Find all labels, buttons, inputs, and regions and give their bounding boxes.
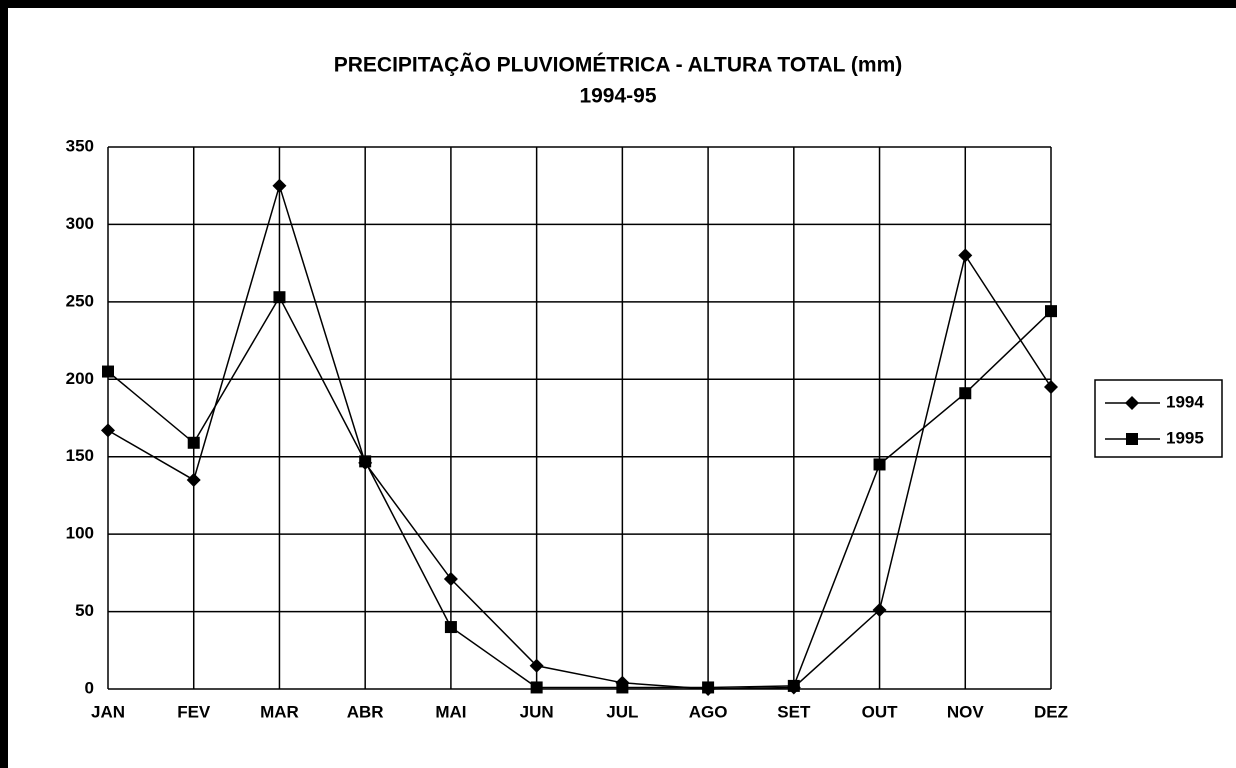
y-tick-label: 350 — [66, 136, 94, 155]
marker — [187, 436, 200, 449]
marker — [958, 248, 973, 263]
x-tick-label: JAN — [91, 702, 125, 721]
marker — [186, 472, 201, 487]
marker — [101, 423, 115, 438]
y-tick-label: 100 — [66, 524, 94, 543]
x-tick-label: JUN — [520, 702, 554, 721]
x-tick-label: SET — [777, 702, 811, 721]
marker — [359, 455, 372, 468]
marker — [1045, 305, 1057, 318]
x-tick-label: DEZ — [1034, 702, 1068, 721]
series-line — [107, 183, 1052, 690]
legend-label: 1994 — [1166, 392, 1204, 411]
chart-subtitle: 1994-95 — [579, 85, 656, 108]
marker — [529, 658, 544, 673]
marker — [616, 681, 629, 694]
series-line — [107, 295, 1052, 689]
x-tick-label: MAI — [435, 702, 466, 721]
legend-box — [1094, 379, 1223, 458]
x-tick-label: FEV — [177, 702, 211, 721]
legend-label: 1995 — [1166, 428, 1204, 447]
marker — [1126, 433, 1138, 445]
marker — [530, 681, 543, 694]
x-tick-label: AGO — [689, 702, 728, 721]
x-tick-label: ABR — [347, 702, 384, 721]
marker — [102, 365, 114, 378]
marker — [872, 603, 887, 618]
marker — [444, 621, 457, 634]
y-tick-label: 0 — [85, 678, 94, 697]
y-tick-label: 250 — [66, 291, 94, 310]
marker — [702, 681, 715, 694]
marker — [787, 679, 800, 692]
marker — [873, 458, 886, 471]
marker — [443, 572, 458, 587]
y-tick-label: 300 — [66, 214, 94, 233]
y-tick-label: 200 — [66, 369, 94, 388]
marker — [273, 291, 286, 304]
marker — [1044, 380, 1058, 395]
x-tick-label: MAR — [260, 702, 299, 721]
x-tick-label: OUT — [862, 702, 899, 721]
marker — [959, 387, 972, 400]
marker — [272, 178, 287, 193]
marker — [1125, 396, 1139, 410]
y-tick-label: 50 — [75, 601, 94, 620]
chart-title: PRECIPITAÇÃO PLUVIOMÉTRICA - ALTURA TOTA… — [334, 54, 903, 77]
x-tick-label: JUL — [606, 702, 638, 721]
y-tick-label: 150 — [66, 446, 94, 465]
x-tick-label: NOV — [947, 702, 985, 721]
